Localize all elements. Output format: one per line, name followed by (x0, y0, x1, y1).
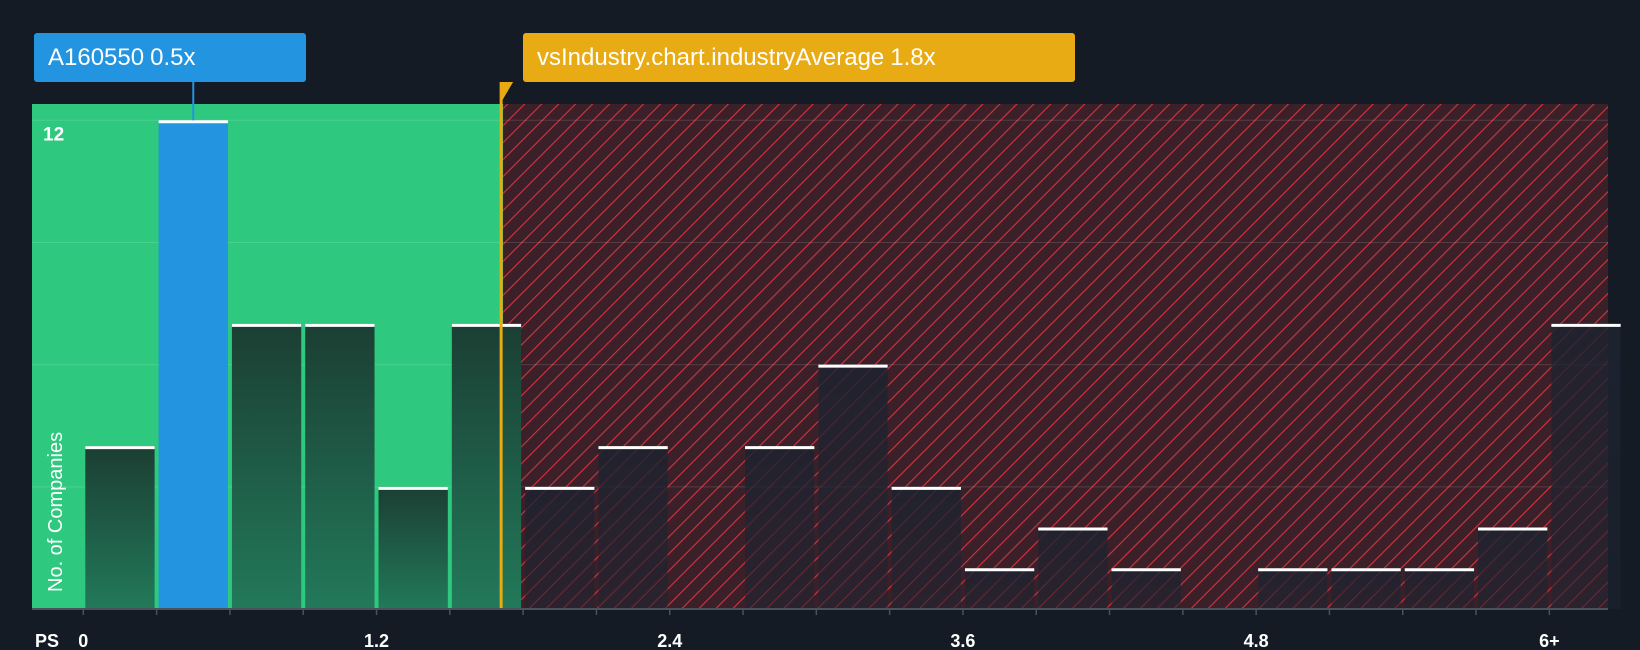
histogram-bar (1404, 568, 1475, 609)
histogram-bar (745, 446, 815, 609)
markers (192, 82, 514, 609)
histogram-bar (1111, 568, 1181, 609)
bars (85, 120, 1621, 610)
histogram-bar (525, 486, 595, 609)
company-ticker: A160550 (48, 44, 145, 71)
histogram-bar (891, 486, 961, 609)
x-tick-label: 1.2 (364, 631, 389, 650)
histogram-bar (598, 446, 668, 609)
histogram-bar (305, 323, 375, 609)
histogram-bar (1038, 527, 1108, 609)
company-bar (158, 120, 228, 610)
histogram-bar (1478, 527, 1548, 609)
industry-average-callout: vsIndustry.chart.industryAverage 1.8x (523, 33, 1075, 82)
x-axis-label: PS (35, 631, 59, 650)
histogram-bar (1258, 568, 1328, 609)
company-callout: A160550 0.5x (34, 33, 306, 82)
histogram-bar (85, 446, 155, 609)
histogram-bar (378, 486, 448, 609)
axes: 0 1.2 2.4 3.6 4.8 6+ PS 12 No. of Companies (32, 124, 1608, 650)
histogram-bar (1331, 568, 1401, 609)
histogram-bar (1551, 323, 1621, 609)
company-ps-value: 0.5x (150, 44, 196, 71)
industry-average-label: vsIndustry.chart.industryAverage (537, 44, 885, 71)
x-tick-label: 0 (78, 631, 88, 650)
histogram-bar (451, 323, 522, 609)
x-tick-label: 2.4 (657, 631, 682, 650)
x-tick-label: 6+ (1539, 631, 1560, 650)
y-axis-label: No. of Companies (45, 432, 67, 592)
histogram-bar (231, 323, 302, 609)
industry-callout-pointer (500, 82, 514, 104)
industry-average-value: 1.8x (890, 44, 936, 71)
y-tick-label: 12 (43, 124, 64, 145)
histogram-bar (964, 568, 1035, 609)
x-tick-label: 3.6 (950, 631, 975, 650)
x-tick-label: 4.8 (1244, 631, 1269, 650)
overvalued-zone (503, 104, 1608, 609)
histogram-bar (818, 364, 888, 609)
